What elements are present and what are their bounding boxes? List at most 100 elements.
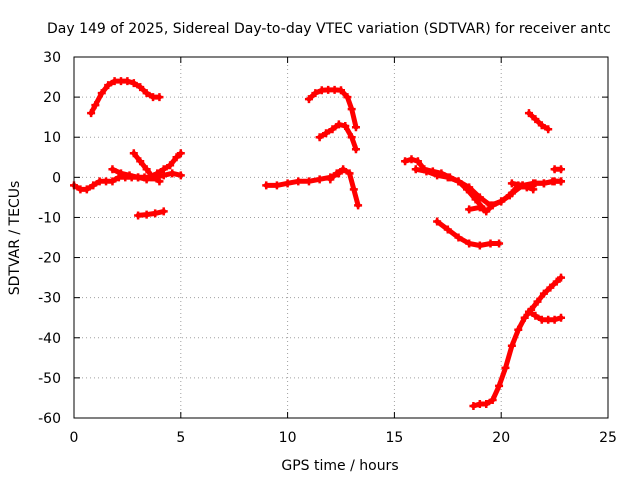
data-point xyxy=(349,185,358,194)
chart-title: Day 149 of 2025, Sidereal Day-to-day VTE… xyxy=(47,21,611,37)
data-point xyxy=(343,93,352,102)
data-point xyxy=(531,115,540,124)
data-point xyxy=(125,171,134,180)
data-point xyxy=(341,121,350,130)
data-point xyxy=(134,211,143,220)
x-tick-label: 25 xyxy=(599,430,617,446)
data-point xyxy=(351,145,360,154)
data-point xyxy=(351,123,360,132)
data-point xyxy=(475,241,484,250)
data-point xyxy=(142,89,151,98)
data-point xyxy=(87,109,96,118)
data-series-track-17 xyxy=(469,273,566,410)
data-point xyxy=(475,203,484,212)
x-tick-label: 0 xyxy=(70,430,79,446)
data-point xyxy=(283,179,292,188)
data-point xyxy=(443,225,452,234)
data-point xyxy=(272,181,281,190)
data-point xyxy=(518,181,527,190)
data-series-track-8 xyxy=(315,120,360,154)
y-axis-label: SDTVAR / TECUs xyxy=(7,181,23,296)
series-line xyxy=(526,110,551,132)
data-point xyxy=(497,197,506,206)
data-point xyxy=(315,175,324,184)
data-point xyxy=(134,173,143,182)
data-point xyxy=(97,89,106,98)
data-point xyxy=(546,283,555,292)
data-point xyxy=(407,155,416,164)
data-point xyxy=(454,177,463,186)
data-point xyxy=(482,207,491,216)
y-tick-label: 10 xyxy=(43,130,61,146)
data-point xyxy=(354,201,363,210)
y-tick-label: -30 xyxy=(38,291,61,307)
data-point xyxy=(332,169,341,178)
y-tick-label: -10 xyxy=(38,210,61,226)
data-point xyxy=(454,233,463,242)
data-point xyxy=(433,171,442,180)
data-point xyxy=(433,217,442,226)
data-point xyxy=(129,79,138,88)
y-tick-label: 30 xyxy=(43,50,61,66)
data-series-track-2 xyxy=(87,77,164,118)
data-point xyxy=(91,101,100,110)
data-point xyxy=(172,153,181,162)
y-tick-label: 0 xyxy=(52,170,61,186)
data-point xyxy=(151,209,160,218)
data-point xyxy=(339,165,348,174)
data-point xyxy=(539,289,548,298)
data-point xyxy=(159,207,168,216)
data-point xyxy=(159,171,168,180)
data-point xyxy=(129,149,138,158)
data-point xyxy=(507,341,516,350)
data-point xyxy=(322,129,331,138)
data-point xyxy=(537,121,546,130)
x-tick-label: 20 xyxy=(492,430,510,446)
data-point xyxy=(304,95,313,104)
data-point xyxy=(311,89,320,98)
x-tick-label: 15 xyxy=(385,430,403,446)
data-series-track-10 xyxy=(401,155,489,214)
series-layer xyxy=(70,77,566,410)
data-series-track-9 xyxy=(326,165,363,210)
data-point xyxy=(465,205,474,214)
x-axis-label: GPS time / hours xyxy=(281,458,398,474)
data-point xyxy=(334,120,343,129)
data-point xyxy=(520,313,529,322)
data-series-track-7 xyxy=(304,85,360,132)
data-point xyxy=(116,169,125,178)
data-point xyxy=(294,177,303,186)
data-point xyxy=(142,165,151,174)
data-point xyxy=(443,173,452,182)
plot-frame xyxy=(73,56,609,419)
data-point xyxy=(557,165,566,174)
series-line xyxy=(135,208,167,218)
data-series-track-16 xyxy=(550,165,566,174)
data-point xyxy=(104,81,113,90)
data-point xyxy=(142,175,151,184)
data-point xyxy=(149,173,158,182)
data-point xyxy=(413,157,422,166)
data-point xyxy=(108,177,117,186)
data-point xyxy=(465,239,474,248)
data-point xyxy=(155,93,164,102)
data-point xyxy=(347,133,356,142)
data-point xyxy=(524,109,533,118)
data-point xyxy=(557,177,566,186)
data-series-track-11 xyxy=(411,165,566,210)
data-point xyxy=(422,167,431,176)
data-series-track-15 xyxy=(524,109,553,134)
data-point xyxy=(488,201,497,210)
data-point xyxy=(326,175,335,184)
data-point xyxy=(328,125,337,134)
data-point xyxy=(176,171,185,180)
data-point xyxy=(469,401,478,410)
data-point xyxy=(136,83,145,92)
data-point xyxy=(168,169,177,178)
data-point xyxy=(557,273,566,282)
data-series-track-12 xyxy=(433,217,504,250)
ticks-layer: 0 5 10 15 20 25 -60 -50 -40 -30 -20 -10 0 10 20 30 xyxy=(38,50,617,446)
x-tick-label: 5 xyxy=(176,430,185,446)
data-point xyxy=(539,179,548,188)
data-series-track-18 xyxy=(524,307,566,324)
